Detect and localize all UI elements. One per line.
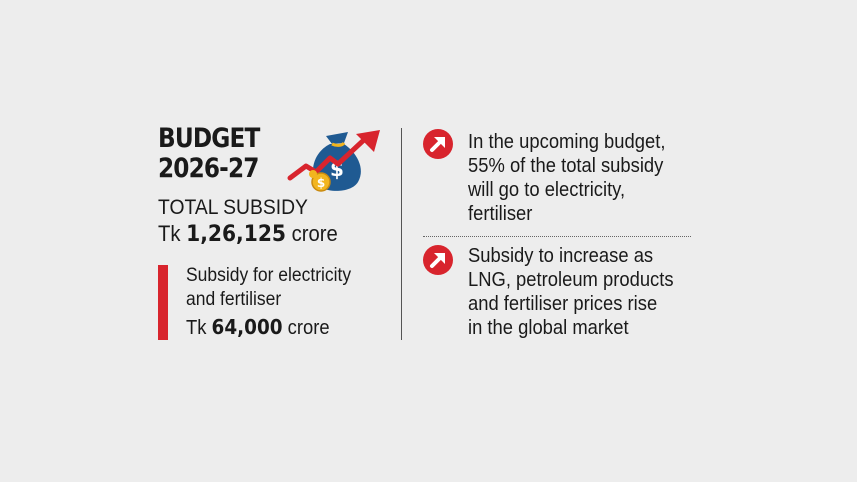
point-2-text: Subsidy to increase as LNG, petroleum pr… [468,244,674,340]
subsidy-label-line-2: and fertiliser [186,289,282,310]
point-2-line: in the global market [468,317,629,339]
total-subsidy-label: TOTAL SUBSIDY [158,196,308,219]
subsidy-label-line-1: Subsidy for electricity [186,265,352,286]
point-1-line: will go to electricity, [468,179,626,201]
dotted-divider [423,236,691,237]
subsidy-amount-value: 64,000 [211,315,283,339]
subsidy-electricity-amount: Tk 64,000 crore [186,313,330,342]
svg-text:$: $ [317,176,325,190]
point-1-line: fertiliser [468,203,533,225]
point-2-line: Subsidy to increase as [468,245,654,267]
total-unit: crore [285,221,338,246]
title-line-2: 2026-27 [158,153,259,184]
arrow-up-right-icon [423,129,453,159]
total-subsidy-amount: Tk 1,26,125 crore [158,220,338,249]
vertical-divider [401,128,402,340]
total-prefix: Tk [158,221,187,246]
total-amount-value: 1,26,125 [186,222,286,247]
arrow-up-right-icon [423,245,453,275]
point-2-line: and fertiliser prices rise [468,293,658,315]
infographic-title: BUDGET 2026-27 [158,123,260,184]
accent-bar [158,265,168,340]
point-1-line: 55% of the total subsidy [468,155,664,177]
subsidy-unit: crore [282,317,330,339]
subsidy-prefix: Tk [186,317,212,339]
title-line-1: BUDGET [158,123,260,154]
point-1-text: In the upcoming budget, 55% of the total… [468,130,665,226]
money-bag-rising-arrow-icon: $ $ [287,130,380,192]
subsidy-electricity-label: Subsidy for electricity and fertiliser [186,264,351,312]
point-2-line: LNG, petroleum products [468,269,674,291]
point-1-line: In the upcoming budget, [468,131,666,153]
